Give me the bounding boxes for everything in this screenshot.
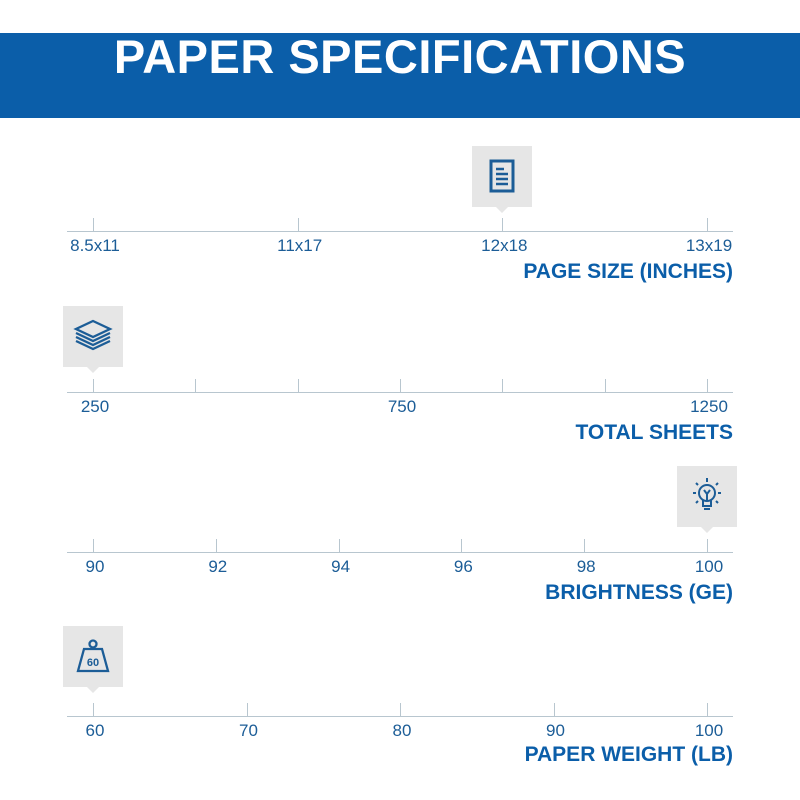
tick-label: 94 [331, 557, 351, 576]
tick-label: 13x19 [685, 236, 733, 255]
axis-line [67, 552, 733, 553]
tick [93, 218, 94, 231]
axis-title: BRIGHTNESS (GE) [545, 581, 733, 604]
tick-label: 70 [239, 721, 258, 740]
tick-label: 92 [208, 557, 228, 576]
tick-label: 96 [453, 557, 473, 576]
tick-label: 250 [80, 397, 110, 416]
tick [707, 379, 708, 392]
tick-label: 80 [392, 721, 412, 740]
tick [400, 379, 401, 392]
tick-label: 98 [576, 557, 596, 576]
selected-marker [472, 146, 533, 213]
selected-marker [63, 306, 123, 373]
tick [93, 703, 94, 716]
tick [93, 379, 94, 392]
page-title: PAPER SPECIFICATIONS [113, 30, 687, 83]
tick [707, 539, 708, 552]
tick-label: 11x17 [277, 236, 323, 255]
tick-label: 12x18 [481, 236, 528, 255]
tick [195, 379, 197, 392]
tick [707, 703, 708, 716]
tick-label: 1250 [690, 397, 728, 416]
header-banner: PAPER SPECIFICATIONS [0, 30, 800, 118]
tick [215, 539, 217, 552]
tick-label: 60 [85, 721, 105, 740]
axis-title: TOTAL SHEETS [575, 421, 733, 444]
tick-label: 8.5x11 [70, 236, 120, 255]
tick [604, 379, 606, 392]
axis-title: PAPER WEIGHT (LB) [524, 743, 733, 766]
tick [461, 539, 463, 552]
tick [553, 703, 555, 716]
axis-line [67, 716, 733, 717]
tick [707, 218, 708, 231]
tick [297, 379, 299, 392]
tick [246, 703, 248, 716]
tick-label: 90 [546, 721, 565, 740]
svg-text:60: 60 [87, 657, 99, 669]
tick [400, 703, 401, 716]
selected-marker [677, 466, 737, 533]
tick [297, 218, 299, 231]
tick-label: 750 [387, 397, 417, 416]
tick-label: 100 [694, 721, 724, 740]
tick [502, 218, 504, 231]
tick-label: 100 [694, 557, 724, 576]
tick [502, 379, 504, 392]
tick [338, 539, 340, 552]
tick-label: 90 [85, 557, 105, 576]
axis-title: PAGE SIZE (INCHES) [523, 260, 733, 283]
selected-marker: 60 [63, 626, 123, 693]
axis-line [67, 392, 733, 393]
tick [93, 539, 94, 552]
tick [584, 539, 586, 552]
axis-line [67, 231, 733, 232]
